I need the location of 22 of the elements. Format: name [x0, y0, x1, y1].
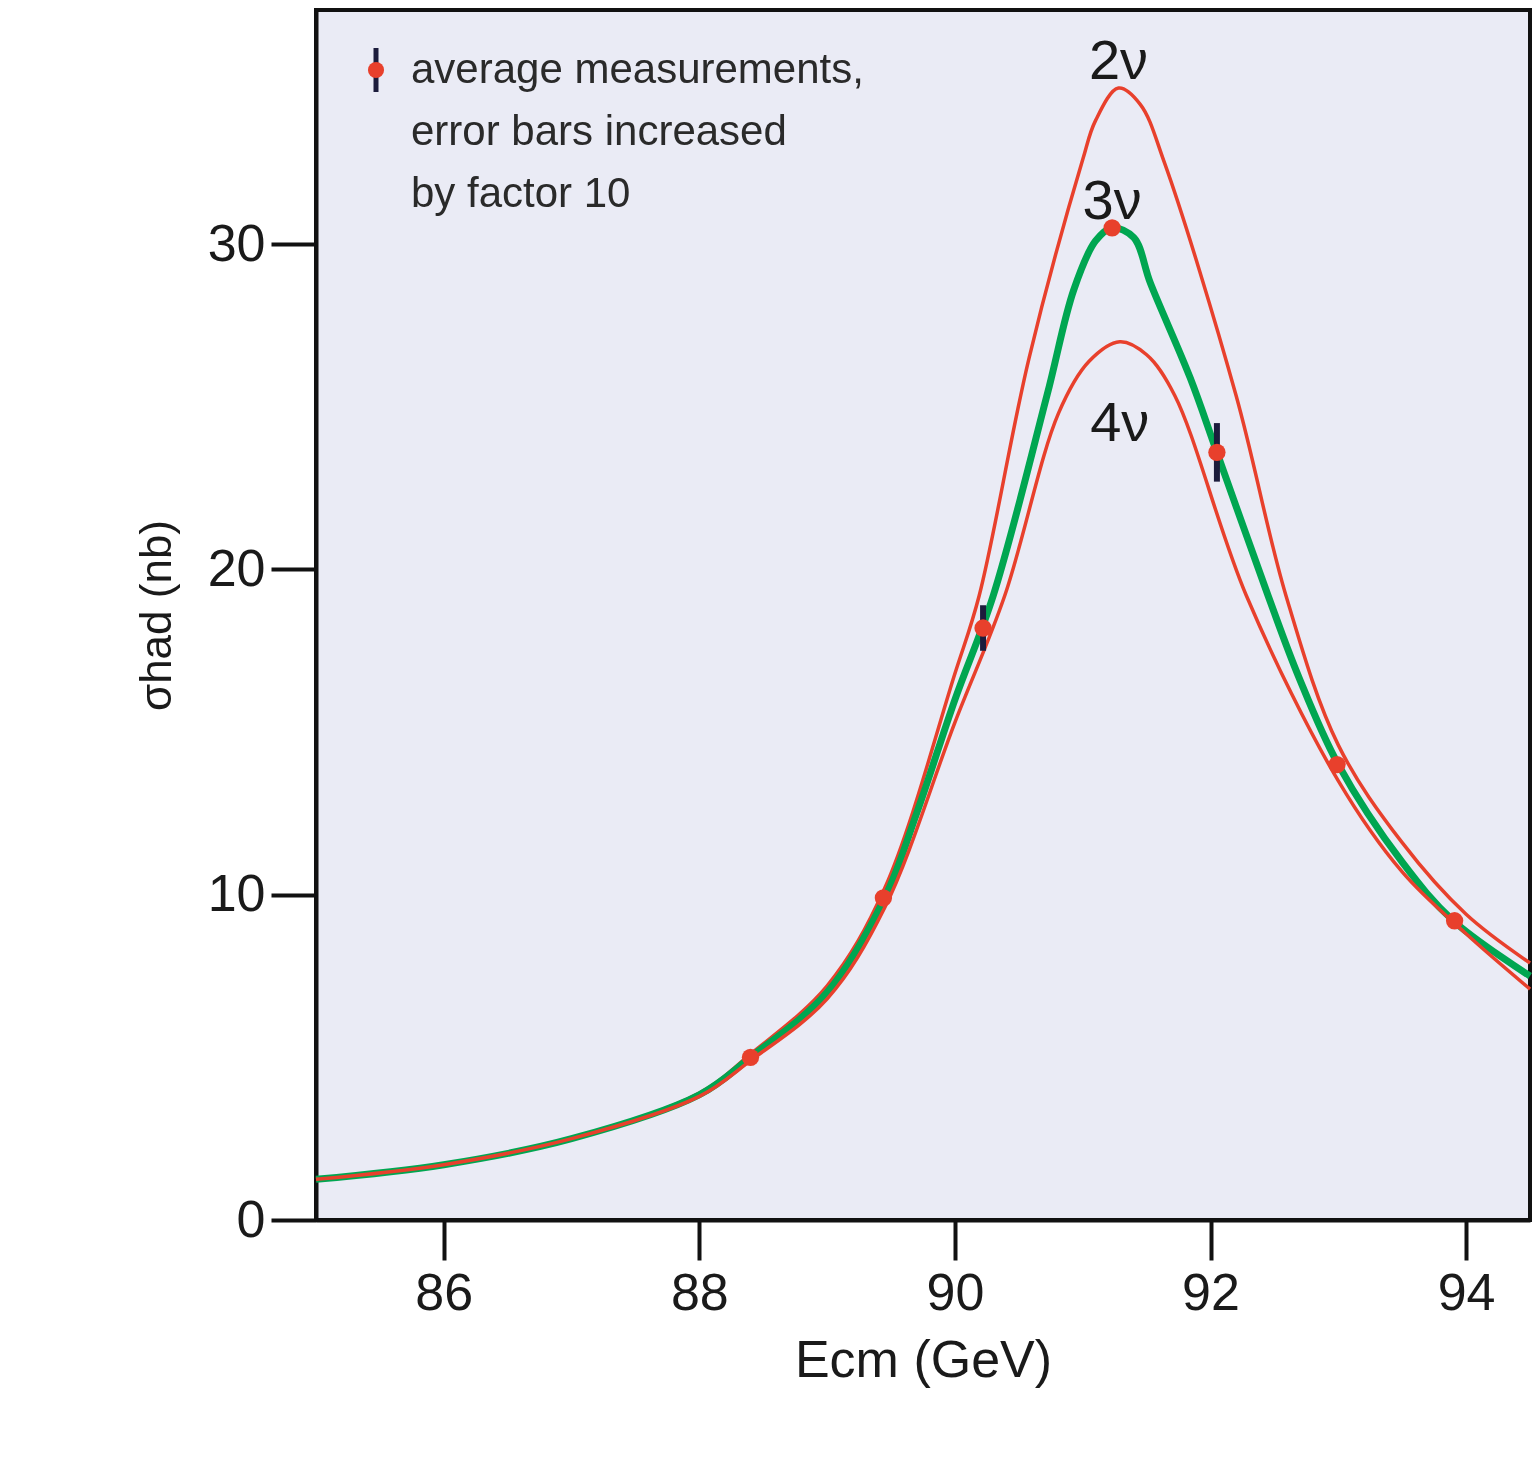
point — [741, 1048, 760, 1067]
x-tick-label: 90 — [926, 1262, 985, 1321]
point — [974, 619, 992, 637]
point — [1328, 755, 1346, 774]
x-axis-title: Ecm (GeV) — [794, 1329, 1053, 1388]
legend-label: average measurements, error bars increased by factor 10 — [411, 45, 864, 216]
x-tick-label: 88 — [670, 1262, 729, 1321]
point — [874, 889, 893, 907]
point — [1103, 219, 1121, 237]
x-tick-label: 86 — [415, 1262, 474, 1321]
y-tick-label: 30 — [207, 213, 266, 272]
point — [1208, 443, 1226, 462]
x-tick-label: 94 — [1437, 1262, 1496, 1321]
series-label: 3ν — [1082, 167, 1142, 231]
y-axis-title: σhad (nb) — [130, 519, 180, 712]
series-label: 2ν — [1088, 28, 1149, 92]
x-tick-label: 92 — [1182, 1262, 1240, 1321]
series-label: 4ν — [1090, 389, 1150, 453]
y-tick-label: 20 — [207, 538, 266, 597]
y-tick-label: 10 — [207, 864, 266, 923]
point — [1445, 912, 1464, 930]
y-tick-label: 0 — [236, 1189, 266, 1248]
